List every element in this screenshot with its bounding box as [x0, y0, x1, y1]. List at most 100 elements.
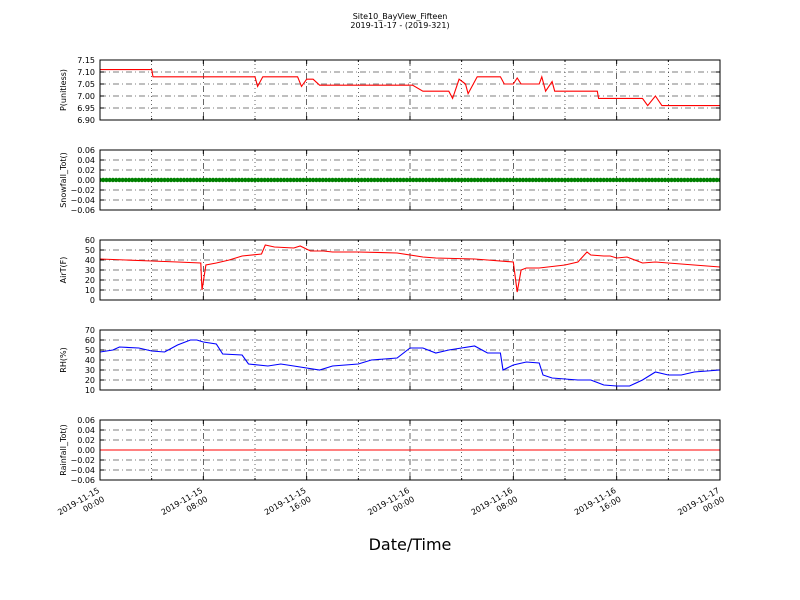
y-tick-label: 20	[85, 276, 95, 285]
data-point	[172, 177, 177, 183]
data-point	[204, 177, 209, 183]
data-point	[214, 177, 219, 183]
data-point	[469, 177, 474, 183]
series-line	[100, 339, 720, 387]
data-point	[662, 177, 668, 183]
y-tick-label: 0.04	[77, 156, 95, 165]
data-point	[475, 177, 481, 183]
data-point	[672, 177, 677, 183]
data-point	[168, 177, 174, 183]
data-point	[310, 177, 316, 183]
panel-5: −0.06−0.04−0.020.000.020.040.06 Rainfall_…	[59, 416, 721, 485]
data-point	[275, 177, 280, 183]
data-point	[307, 177, 313, 183]
data-point	[630, 177, 636, 183]
data-point	[582, 177, 587, 183]
data-point	[197, 177, 203, 183]
data-point	[430, 177, 435, 183]
data-point	[372, 177, 377, 183]
data-point	[472, 177, 477, 183]
data-point	[152, 177, 158, 183]
data-point	[588, 177, 594, 183]
plot-frame	[99, 59, 721, 121]
series-4	[100, 339, 720, 387]
data-point	[165, 177, 171, 183]
data-point	[333, 177, 338, 183]
series-line	[100, 244, 720, 293]
y-tick-label: 7.10	[77, 68, 95, 77]
data-point	[133, 177, 138, 183]
data-point	[414, 177, 419, 183]
data-point	[617, 177, 623, 183]
data-point	[456, 177, 461, 183]
data-point	[643, 177, 648, 183]
panels: 6.90 6.95 7.00 7.05 7.10 7.15 P(unitless) −0.06…	[59, 56, 721, 485]
plot-frame	[99, 329, 721, 391]
data-point	[143, 177, 148, 183]
data-point	[365, 177, 371, 183]
data-point	[446, 177, 451, 183]
data-point	[201, 177, 206, 183]
data-point	[336, 177, 342, 183]
data-point	[549, 177, 555, 183]
data-point	[501, 177, 506, 183]
data-point	[146, 177, 151, 183]
data-point	[656, 177, 661, 183]
data-point	[640, 177, 645, 183]
y-axis-label: RH(%)	[59, 347, 68, 372]
data-point	[559, 177, 564, 183]
data-point	[181, 177, 187, 183]
data-point	[291, 177, 296, 183]
data-point	[498, 177, 503, 183]
data-point	[362, 177, 367, 183]
y-tick-label: 30	[85, 266, 95, 275]
data-point	[378, 177, 384, 183]
data-point	[423, 177, 429, 183]
chart-subtitle: 2019-11-17 - (2019-321)	[350, 21, 449, 30]
data-point	[236, 177, 242, 183]
data-point	[524, 177, 529, 183]
data-point	[356, 177, 361, 183]
data-point	[298, 177, 303, 183]
data-point	[433, 177, 439, 183]
data-point	[507, 177, 513, 183]
data-point	[637, 177, 642, 183]
data-point	[691, 177, 697, 183]
data-point	[149, 177, 154, 183]
data-point	[675, 177, 681, 183]
data-point	[520, 177, 526, 183]
y-tick-label: 50	[85, 246, 95, 255]
data-point	[394, 177, 400, 183]
series-3	[100, 244, 720, 293]
y-tick-label: 10	[85, 386, 95, 395]
data-point	[184, 177, 190, 183]
data-point	[217, 177, 222, 183]
data-point	[685, 177, 690, 183]
data-point	[388, 177, 393, 183]
data-point	[265, 177, 271, 183]
data-point	[327, 177, 332, 183]
y-tick-label: −0.04	[70, 466, 95, 475]
data-point	[281, 177, 287, 183]
plot-frame	[99, 419, 721, 481]
x-axis-label: Date/Time	[369, 535, 452, 554]
data-point	[349, 177, 355, 183]
data-point	[511, 177, 516, 183]
data-point	[243, 177, 248, 183]
data-point	[595, 177, 600, 183]
data-point	[323, 177, 329, 183]
data-point	[130, 177, 135, 183]
data-point	[427, 177, 432, 183]
data-point	[252, 177, 258, 183]
data-point	[359, 177, 364, 183]
data-point	[268, 177, 274, 183]
data-point	[317, 177, 322, 183]
data-point	[436, 177, 442, 183]
data-point	[262, 177, 267, 183]
data-point	[162, 177, 167, 183]
data-point	[449, 177, 455, 183]
data-point	[465, 177, 471, 183]
data-point	[711, 177, 716, 183]
data-point	[375, 177, 380, 183]
